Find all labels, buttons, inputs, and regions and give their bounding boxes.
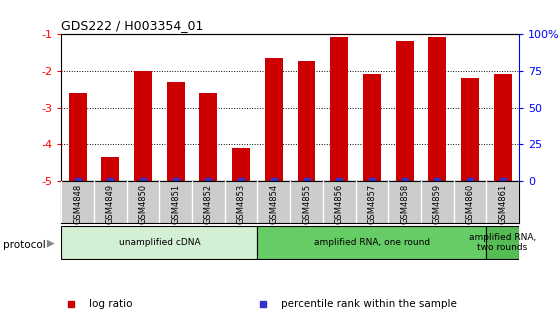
Bar	[232, 148, 250, 181]
Text: amplified RNA, one round: amplified RNA, one round	[314, 238, 430, 247]
Text: GDS222 / H003354_01: GDS222 / H003354_01	[61, 19, 204, 33]
Bar	[494, 74, 512, 181]
Text: GSM4858: GSM4858	[400, 183, 409, 224]
Bar	[428, 37, 446, 181]
Text: log ratio: log ratio	[89, 299, 132, 309]
Text: protocol: protocol	[3, 240, 46, 250]
Text: GSM4857: GSM4857	[367, 183, 376, 224]
Text: GSM4852: GSM4852	[204, 183, 213, 224]
Bar	[461, 78, 479, 181]
FancyBboxPatch shape	[486, 226, 519, 259]
Text: GSM4853: GSM4853	[237, 183, 246, 224]
Bar	[297, 61, 315, 181]
Bar	[102, 157, 119, 181]
Bar	[134, 71, 152, 181]
Bar	[396, 41, 413, 181]
Bar	[265, 58, 283, 181]
Text: GSM4860: GSM4860	[465, 183, 474, 224]
Bar	[363, 74, 381, 181]
Text: GSM4854: GSM4854	[270, 183, 278, 224]
Text: GSM4850: GSM4850	[138, 183, 147, 224]
Text: GSM4851: GSM4851	[171, 183, 180, 224]
Bar	[167, 82, 185, 181]
Bar	[69, 93, 86, 181]
Text: amplified RNA,
two rounds: amplified RNA, two rounds	[469, 233, 536, 252]
Text: GSM4859: GSM4859	[433, 183, 442, 224]
Text: GSM4855: GSM4855	[302, 183, 311, 224]
Bar	[330, 37, 348, 181]
Text: unamplified cDNA: unamplified cDNA	[119, 238, 200, 247]
Bar	[199, 93, 218, 181]
Text: GSM4848: GSM4848	[73, 183, 82, 224]
Text: GSM4856: GSM4856	[335, 183, 344, 224]
Text: GSM4849: GSM4849	[106, 183, 115, 224]
FancyBboxPatch shape	[257, 226, 486, 259]
Text: percentile rank within the sample: percentile rank within the sample	[281, 299, 457, 309]
FancyBboxPatch shape	[61, 226, 257, 259]
Text: GSM4861: GSM4861	[498, 183, 507, 224]
